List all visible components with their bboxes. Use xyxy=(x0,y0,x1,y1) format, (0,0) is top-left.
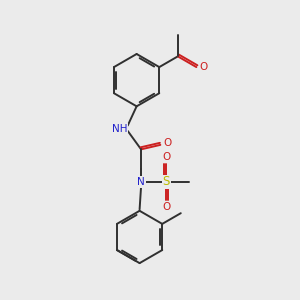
Text: O: O xyxy=(162,202,170,212)
Text: NH: NH xyxy=(112,124,127,134)
Text: O: O xyxy=(162,152,170,162)
Text: N: N xyxy=(137,177,145,187)
Text: O: O xyxy=(200,62,208,72)
Text: O: O xyxy=(164,138,172,148)
Text: S: S xyxy=(163,176,170,188)
